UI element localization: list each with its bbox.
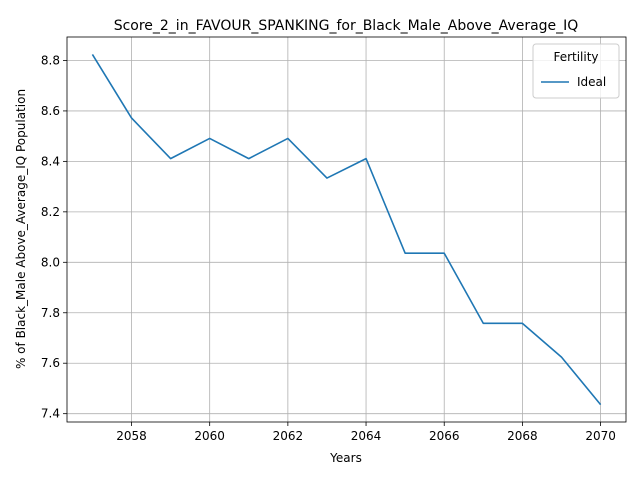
y-tick-label: 8.6 [41, 104, 60, 118]
legend-frame [532, 43, 620, 99]
y-tick-label: 8.4 [41, 154, 60, 168]
y-tick-label: 7.8 [41, 306, 60, 320]
x-tick-label: 2058 [116, 429, 147, 443]
grid-lines [67, 37, 626, 422]
legend-title: Fertility [553, 50, 598, 64]
plot-frame [66, 36, 627, 423]
y-tick-label: 8.8 [41, 53, 60, 67]
axis-ticks: 2058 2060 2062 2064 2066 2068 2070 7.4 7.6 7.8 8.0… [41, 53, 616, 443]
y-axis-label: % of Black_Male Above_Average_IQ Populat… [14, 89, 28, 369]
y-tick-label: 8.2 [41, 205, 60, 219]
x-tick-label: 2070 [585, 429, 616, 443]
x-tick-label: 2064 [351, 429, 382, 443]
y-tick-label: 7.4 [41, 407, 60, 421]
x-tick-label: 2062 [273, 429, 304, 443]
series-line-ideal [91, 53, 602, 406]
legend-entry-label: Ideal [577, 75, 606, 89]
legend: Fertility Ideal [532, 43, 620, 99]
y-tick-label: 8.0 [41, 255, 60, 269]
y-tick-label: 7.6 [41, 356, 60, 370]
x-tick-label: 2068 [507, 429, 538, 443]
series-layer [91, 53, 602, 406]
x-tick-label: 2066 [429, 429, 460, 443]
chart-title: Score_2_in_FAVOUR_SPANKING_for_Black_Mal… [114, 18, 579, 34]
x-tick-label: 2060 [194, 429, 225, 443]
x-axis-label: Years [329, 451, 362, 465]
